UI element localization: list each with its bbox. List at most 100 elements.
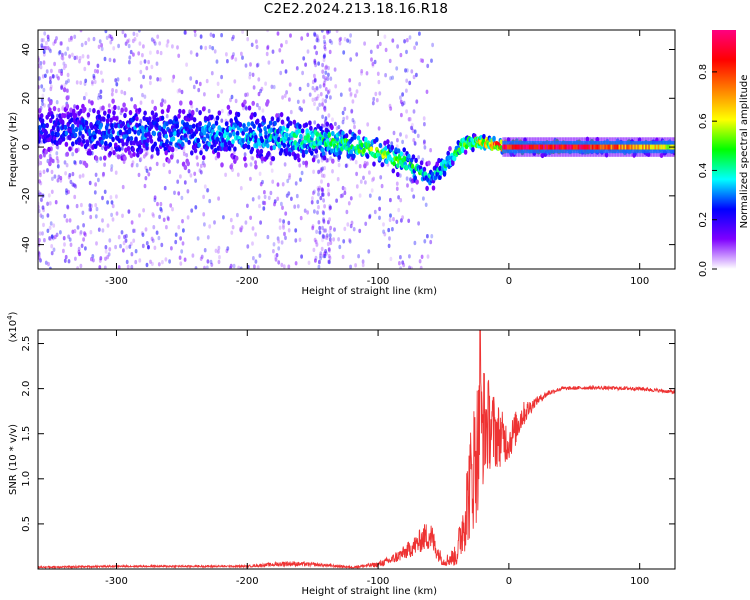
x-tick-label: -200: [236, 576, 259, 587]
noise-speck: [100, 46, 104, 52]
ridge-point: [149, 123, 154, 129]
noise-speck: [140, 231, 144, 236]
noise-speck: [320, 173, 324, 178]
ridge-core: [635, 144, 638, 150]
ridge-point: [201, 155, 206, 161]
noise-speck: [380, 183, 384, 189]
ridge-point: [304, 122, 309, 128]
noise-speck: [94, 203, 98, 208]
noise-speck: [343, 187, 347, 192]
noise-speck: [110, 36, 114, 42]
noise-speck: [331, 117, 334, 122]
noise-speck: [97, 92, 101, 98]
noise-speck: [252, 85, 256, 90]
noise-speck: [127, 77, 131, 82]
noise-speck: [121, 30, 125, 35]
noise-speck: [339, 92, 343, 97]
ridge-point: [112, 115, 116, 121]
noise-speck: [144, 176, 148, 181]
noise-speck: [42, 169, 46, 174]
noise-speck: [139, 69, 143, 75]
noise-speck: [413, 129, 417, 134]
noise-speck: [419, 58, 423, 63]
ridge-point: [396, 163, 400, 169]
noise-speck: [73, 34, 77, 39]
noise-speck: [43, 103, 46, 108]
noise-speck: [382, 229, 385, 234]
noise-speck: [205, 188, 209, 193]
ridge-point: [438, 174, 442, 180]
y-tick-label: 2.0: [21, 381, 32, 397]
noise-speck: [363, 41, 366, 46]
noise-speck: [222, 215, 225, 220]
ridge-point: [104, 140, 108, 147]
noise-speck: [202, 194, 206, 200]
noise-speck: [295, 66, 299, 71]
ridge-core: [507, 144, 510, 150]
noise-speck: [230, 230, 234, 235]
noise-speck: [423, 239, 427, 244]
noise-speck: [413, 45, 416, 50]
ridge-point: [126, 136, 131, 142]
ridge-point: [79, 108, 83, 114]
ridge-point: [117, 138, 122, 144]
noise-speck: [225, 248, 229, 254]
noise-speck: [323, 53, 326, 58]
ridge-point: [369, 146, 374, 152]
noise-speck: [96, 69, 99, 74]
noise-speck: [246, 37, 250, 42]
noise-speck: [71, 52, 74, 57]
noise-speck: [375, 98, 379, 103]
noise-speck: [424, 202, 428, 207]
ridge-point: [271, 156, 276, 162]
y-tick-label: 40: [21, 43, 32, 56]
noise-speck: [49, 266, 52, 269]
ridge-point: [266, 99, 270, 105]
ridge-core: [565, 144, 568, 150]
noise-speck: [323, 46, 327, 52]
noise-speck: [62, 236, 66, 241]
noise-speck: [79, 230, 83, 235]
ridge-point: [118, 130, 123, 136]
noise-speck: [418, 259, 422, 264]
noise-speck: [322, 83, 326, 88]
ridge-point: [269, 145, 274, 151]
ridge-point: [137, 107, 142, 113]
ridge-point: [259, 148, 264, 154]
ridge-point: [238, 122, 243, 128]
noise-speck: [62, 248, 65, 254]
noise-speck: [251, 156, 255, 161]
noise-speck: [104, 30, 108, 34]
noise-speck: [284, 211, 288, 216]
ridge-core: [530, 144, 533, 150]
noise-speck: [224, 172, 228, 177]
noise-speck: [100, 43, 103, 48]
noise-speck: [132, 228, 135, 233]
ridge-point: [399, 151, 404, 157]
ridge-point: [64, 141, 69, 147]
noise-speck: [189, 173, 193, 178]
noise-speck: [103, 189, 107, 194]
noise-speck: [48, 201, 52, 206]
noise-speck: [303, 208, 307, 213]
noise-speck: [318, 102, 322, 108]
ridge-point: [174, 116, 179, 122]
noise-speck: [401, 102, 404, 107]
ridge-point: [228, 109, 233, 115]
noise-speck: [319, 256, 322, 261]
noise-speck: [58, 68, 61, 74]
noise-speck: [43, 153, 46, 158]
noise-speck: [323, 105, 326, 111]
x-tick-label: -200: [236, 276, 259, 287]
noise-speck: [61, 106, 64, 111]
noise-speck: [412, 109, 416, 114]
noise-speck: [420, 254, 424, 259]
noise-speck: [60, 84, 64, 89]
ridge-point: [183, 133, 188, 139]
noise-speck: [288, 97, 291, 102]
noise-speck: [68, 237, 72, 242]
noise-speck: [329, 156, 332, 161]
noise-speck: [206, 259, 210, 264]
noise-speck: [67, 78, 70, 84]
noise-speck: [180, 195, 184, 201]
